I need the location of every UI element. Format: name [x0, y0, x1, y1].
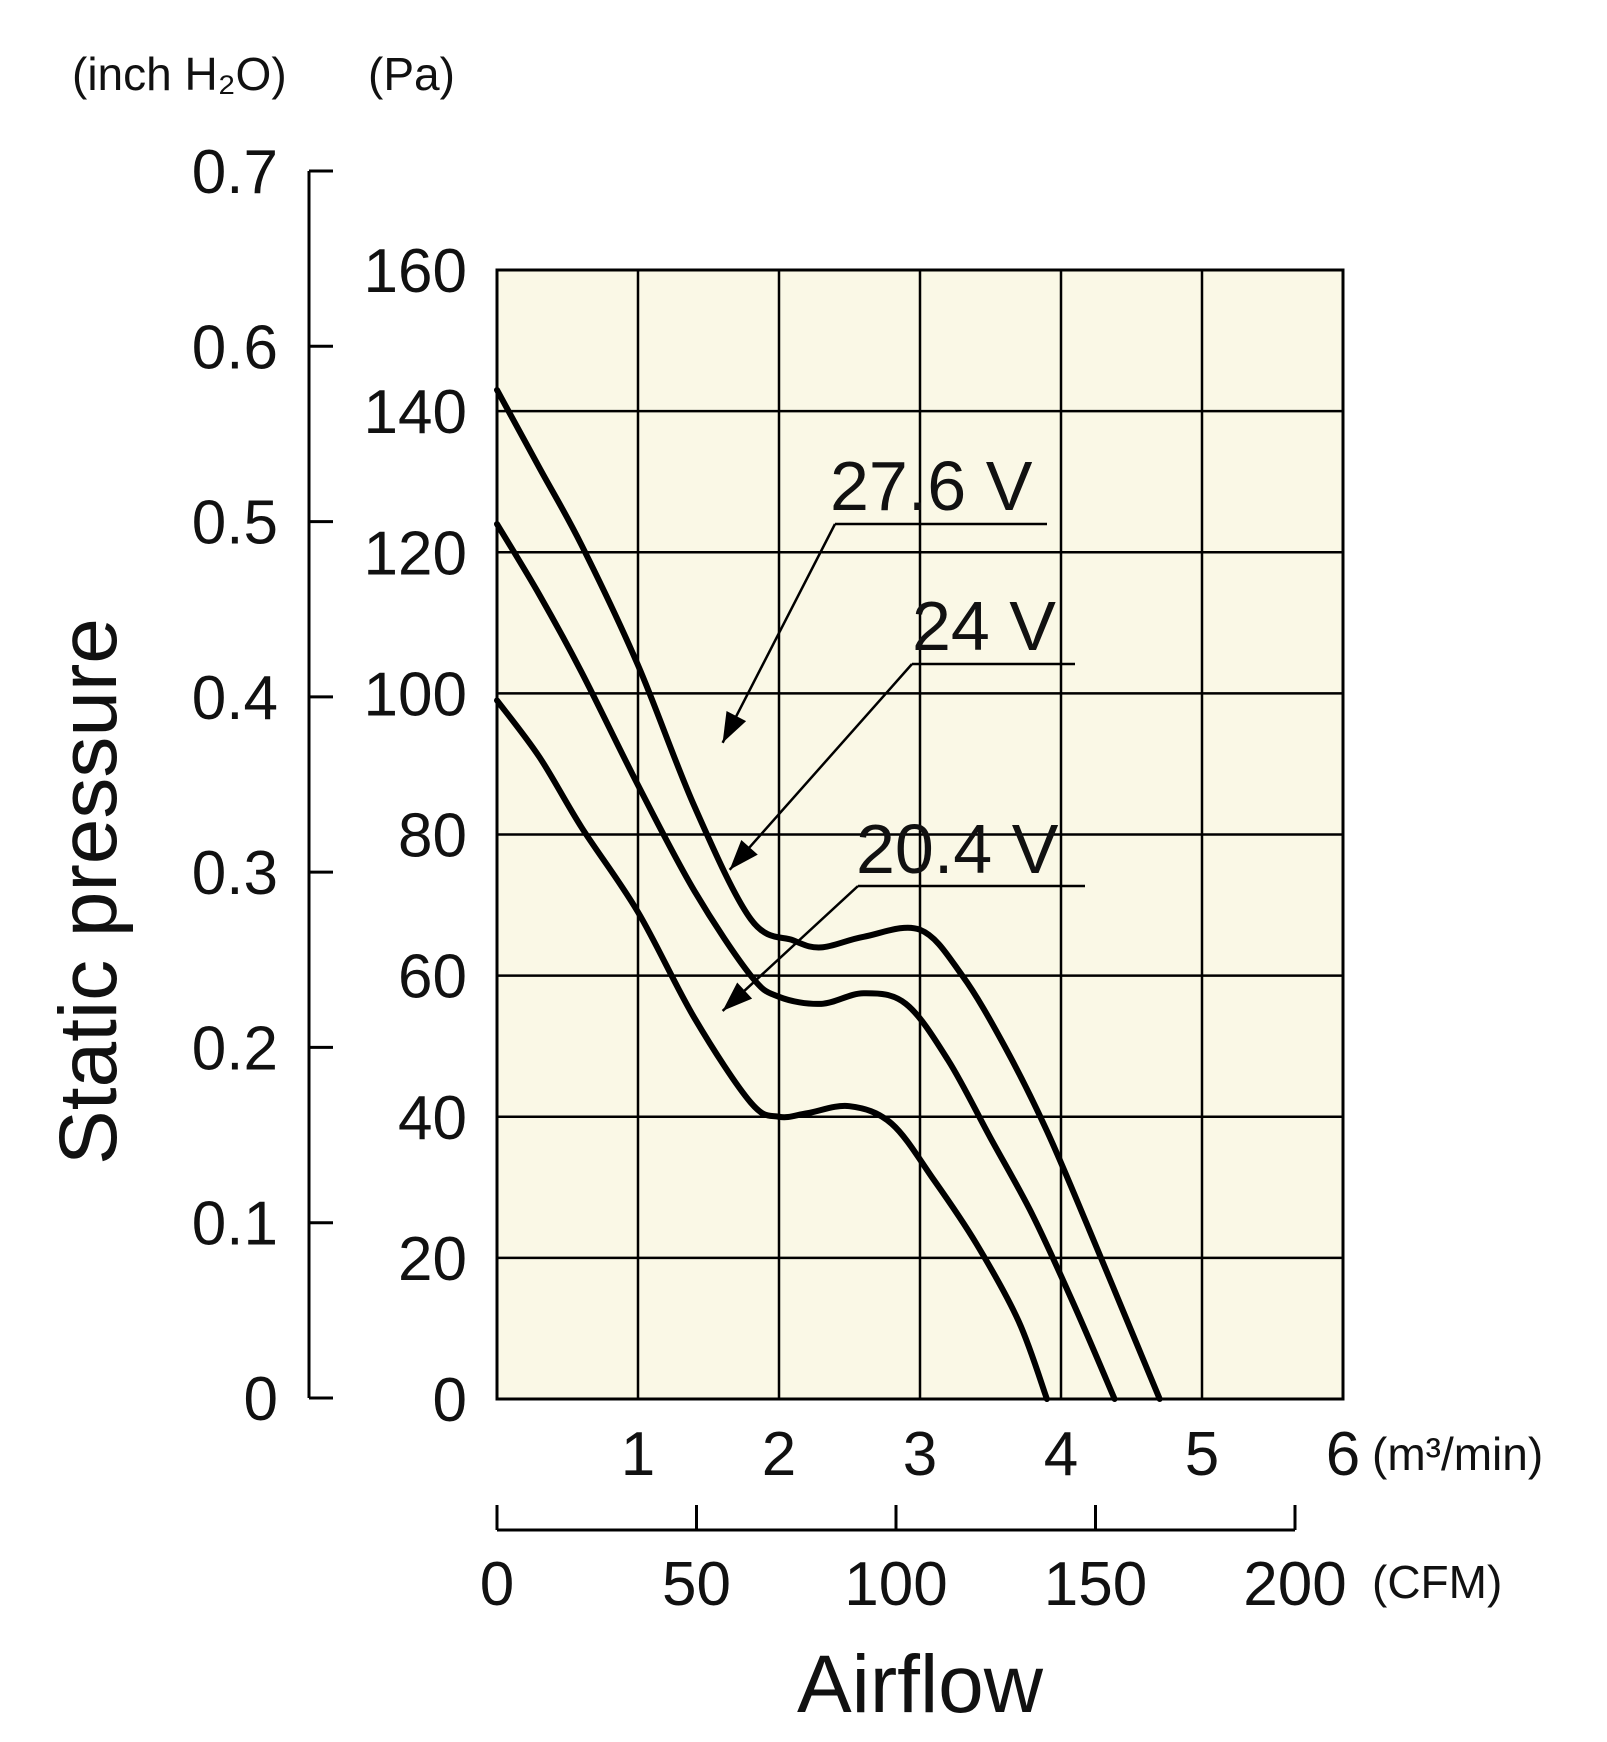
x-tick-label: 5: [1185, 1420, 1219, 1489]
annotation-leader-2: [721, 885, 859, 1012]
y-tick-label: 20: [398, 1225, 467, 1294]
x2-tick-label: 50: [662, 1550, 731, 1619]
series-line-1: [494, 521, 1118, 1402]
x2-tick-label: 0: [480, 1550, 514, 1619]
annotation-leader-0: [721, 523, 837, 744]
y2-tick-label: 0.7: [192, 138, 278, 207]
voltage-label-0: 27.6 V: [830, 447, 1033, 525]
series-line-0: [494, 386, 1163, 1402]
x2-unit-label: (CFM): [1372, 1556, 1502, 1608]
x2-tick-label: 100: [844, 1550, 947, 1619]
y-tick-label: 40: [398, 1084, 467, 1153]
annotation-leader-1: [728, 663, 913, 871]
x-tick-label: 4: [1044, 1420, 1078, 1489]
y-tick-label: 160: [364, 237, 467, 306]
y-unit-label: (Pa): [368, 48, 455, 100]
y-tick-label: 120: [364, 519, 467, 588]
y2-tick-label: 0.4: [192, 664, 278, 733]
annotation-arrowhead-2: [722, 982, 753, 1011]
y2-tick-label: 0.1: [192, 1190, 278, 1259]
series-line-2: [494, 697, 1050, 1402]
plot-layer: [494, 268, 1345, 1402]
y2-tick-label: 0.3: [192, 839, 278, 908]
x-axis-title: Airflow: [797, 1639, 1044, 1730]
y2-unit-label: (inch H₂O): [72, 48, 287, 100]
y2-tick-label: 0: [244, 1365, 278, 1434]
x-tick-label: 2: [762, 1420, 796, 1489]
annotation-arrowhead-0: [722, 711, 747, 743]
y-tick-label: 100: [364, 660, 467, 729]
y2-tick-label: 0.5: [192, 489, 278, 558]
x2-tick-label: 150: [1044, 1550, 1147, 1619]
y-axis-title: Static pressure: [43, 618, 134, 1165]
axis-layer: 02040608010012014016000.10.20.30.40.50.6…: [192, 138, 1360, 1619]
y-tick-label: 80: [398, 802, 467, 871]
y-tick-label: 0: [433, 1366, 467, 1435]
x-tick-label: 3: [903, 1420, 937, 1489]
x-unit-label: (m³/min): [1372, 1428, 1543, 1480]
voltage-label-2: 20.4 V: [856, 810, 1059, 888]
y2-tick-label: 0.6: [192, 313, 278, 382]
annotation-arrowhead-1: [729, 840, 758, 870]
label-layer: (inch H₂O) (Pa) (m³/min) (CFM) Static pr…: [43, 48, 1543, 1730]
y-tick-label: 60: [398, 943, 467, 1012]
x-tick-label: 6: [1326, 1420, 1360, 1489]
plot-frame: [495, 268, 1345, 1401]
x2-tick-label: 200: [1243, 1550, 1346, 1619]
y2-tick-label: 0.2: [192, 1014, 278, 1083]
voltage-label-1: 24 V: [912, 587, 1056, 665]
y-tick-label: 140: [364, 378, 467, 447]
x-tick-label: 1: [621, 1420, 655, 1489]
